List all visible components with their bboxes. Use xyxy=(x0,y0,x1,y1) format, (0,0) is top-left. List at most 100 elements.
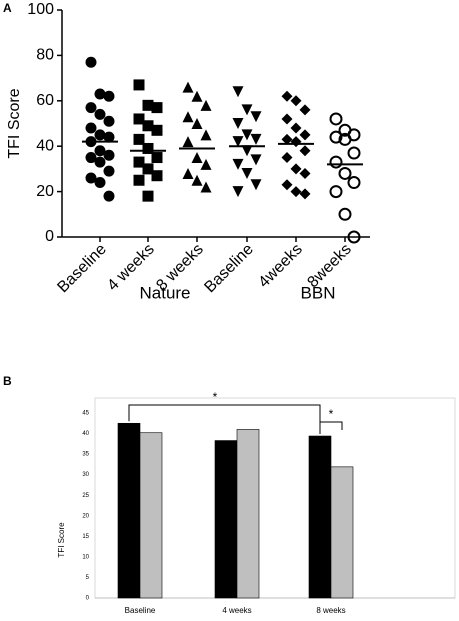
y-tick-label: 40 xyxy=(82,431,89,437)
point xyxy=(94,88,106,100)
point xyxy=(347,176,361,190)
point xyxy=(151,152,163,164)
point xyxy=(329,130,343,144)
y-tick-label: 60 xyxy=(36,92,54,109)
point xyxy=(133,156,145,168)
point xyxy=(232,86,244,98)
y-tick-label: 10 xyxy=(82,554,89,560)
point xyxy=(290,122,302,134)
point xyxy=(241,104,253,116)
point xyxy=(182,136,194,148)
point xyxy=(232,118,244,129)
point xyxy=(85,152,97,164)
point xyxy=(151,170,163,182)
significance-bracket xyxy=(319,421,343,435)
bar xyxy=(308,435,332,599)
point xyxy=(329,185,343,199)
point xyxy=(200,158,212,170)
point xyxy=(329,112,343,126)
point xyxy=(290,186,302,198)
point xyxy=(182,167,194,179)
point xyxy=(182,111,194,123)
point xyxy=(299,167,311,179)
bar xyxy=(330,466,354,599)
panel-label: A xyxy=(3,1,12,15)
y-tick-label: 35 xyxy=(82,452,89,458)
point xyxy=(191,118,203,129)
point xyxy=(94,145,106,157)
y-tick-label: 25 xyxy=(82,493,89,499)
point xyxy=(94,156,106,168)
x-tick-label: 4 weeks xyxy=(222,606,251,615)
bar xyxy=(117,422,141,599)
point xyxy=(142,142,154,154)
bar xyxy=(214,440,238,599)
point xyxy=(347,230,361,244)
point xyxy=(142,120,154,132)
point xyxy=(191,174,203,186)
point xyxy=(85,172,97,184)
point xyxy=(133,113,145,125)
point xyxy=(200,99,212,111)
point xyxy=(250,111,262,123)
y-tick-label: 30 xyxy=(82,472,89,478)
y-tick-label: 20 xyxy=(82,513,89,519)
y-tick-label: 80 xyxy=(36,47,54,64)
point xyxy=(299,145,311,157)
point xyxy=(281,152,293,164)
point xyxy=(151,124,163,136)
y-tick-label: 45 xyxy=(82,411,89,417)
point xyxy=(103,190,115,202)
x-tick-label: Baseline xyxy=(201,241,257,297)
x-tick-label: Baseline xyxy=(54,241,110,297)
point xyxy=(250,154,262,166)
point xyxy=(299,104,311,116)
x-tick-label: 8 weeks xyxy=(316,606,345,615)
point xyxy=(142,163,154,175)
point xyxy=(133,79,145,91)
point xyxy=(103,131,115,143)
point xyxy=(241,129,253,141)
y-tick-label: 5 xyxy=(86,575,90,581)
point xyxy=(347,146,361,160)
point xyxy=(142,190,154,202)
point xyxy=(338,132,352,146)
y-tick-label: 0 xyxy=(45,228,54,245)
point xyxy=(281,90,293,102)
point xyxy=(103,149,115,161)
point xyxy=(232,158,244,170)
point xyxy=(232,186,244,198)
point xyxy=(281,133,293,145)
point xyxy=(103,165,115,177)
point xyxy=(200,181,212,193)
point xyxy=(338,166,352,180)
point xyxy=(142,99,154,111)
point xyxy=(191,152,203,164)
point xyxy=(94,129,106,141)
point xyxy=(182,81,194,93)
point xyxy=(94,177,106,189)
y-tick-label: 20 xyxy=(36,183,54,200)
point xyxy=(329,155,343,169)
y-tick-label: 15 xyxy=(82,534,89,540)
point xyxy=(85,56,97,68)
point xyxy=(200,129,212,141)
point xyxy=(103,90,115,102)
point xyxy=(85,102,97,114)
group-label: Nature xyxy=(139,283,190,302)
group-label: BBN xyxy=(301,283,336,302)
y-axis-label: TFI Score xyxy=(6,88,23,158)
y-tick-label: 40 xyxy=(36,137,54,154)
point xyxy=(133,174,145,186)
point xyxy=(299,129,311,141)
bar xyxy=(236,429,260,599)
significance-label: * xyxy=(213,390,218,404)
point xyxy=(241,167,253,179)
point xyxy=(338,207,352,221)
significance-label: * xyxy=(329,407,334,421)
significance-bracket xyxy=(128,404,321,435)
point xyxy=(232,136,244,148)
x-tick-label: Baseline xyxy=(125,606,156,615)
point xyxy=(290,163,302,175)
